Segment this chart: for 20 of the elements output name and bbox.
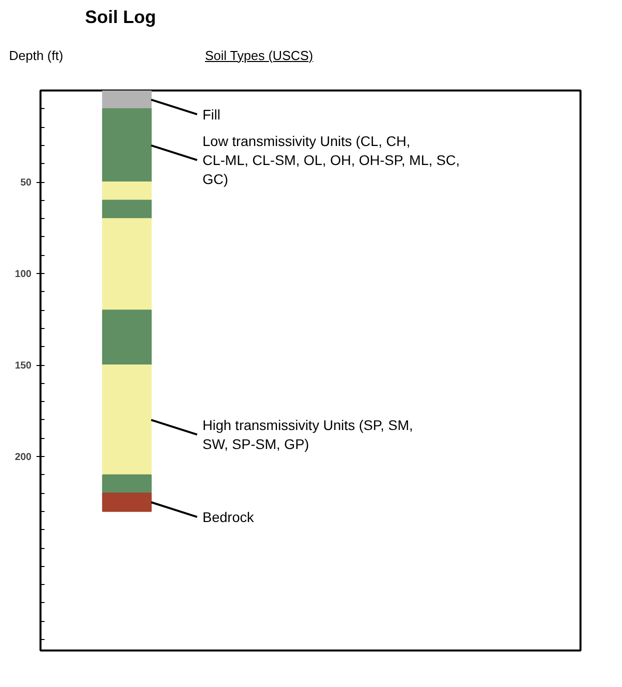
y-tick-label: 150 [14,360,32,372]
bar [102,474,152,494]
y-tick-label: 100 [14,269,32,280]
legend-title: Soil Types (USCS) [205,46,314,65]
bar [102,310,152,366]
text: Low transmissivity Units (CL, CH, CL-ML, CL-SM, OL, OH, OH-SP, ML, SC, GC) [202,132,460,188]
bar [102,492,152,512]
bar [102,108,152,183]
y-tick-label: 200 [14,452,32,464]
chart-title: Soil Log [85,6,157,29]
bar [102,200,152,220]
y-tick-label: 50 [20,178,32,189]
text: Fill [202,106,220,122]
bar [102,182,152,201]
text: High transmissivity Units (SP, SM, SW, SP-SM, GP) [202,416,414,452]
bar [102,218,152,311]
text: Bedrock [202,508,255,525]
y-axis-title: Depth (ft) [9,46,64,65]
bar [102,90,152,110]
bar [102,364,152,476]
